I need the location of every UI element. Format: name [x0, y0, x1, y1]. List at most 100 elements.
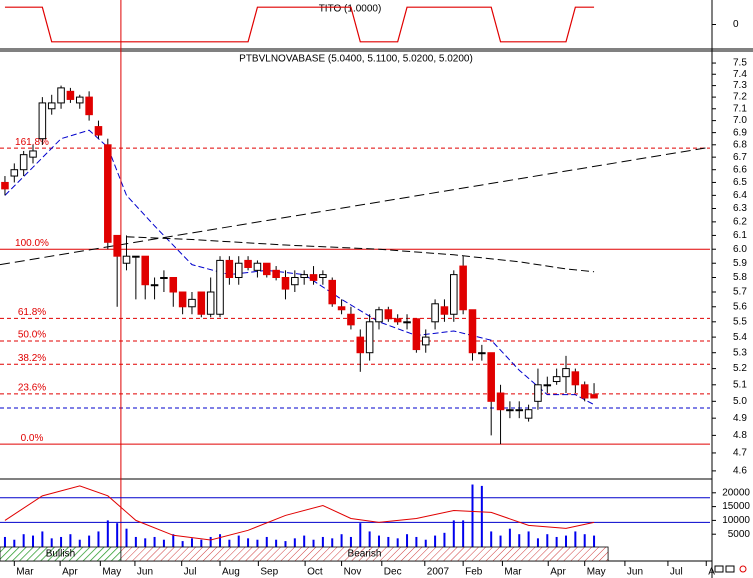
level-label: 161.8%: [15, 137, 49, 148]
candle-body: [206, 291, 215, 315]
candle-body: [10, 169, 19, 177]
volume-bar: [396, 538, 399, 548]
volume-bar: [480, 485, 483, 548]
y-tick-label: 0: [733, 19, 739, 30]
candle-body: [29, 150, 37, 158]
candle-body: [337, 306, 346, 311]
y-tick-label: 6.3: [733, 203, 747, 214]
volume-bar: [41, 531, 44, 548]
volume-bar: [106, 520, 109, 548]
volume-bar: [88, 535, 91, 548]
candle-body: [421, 336, 430, 346]
candle-body: [300, 274, 308, 278]
y-tick-label: 6.1: [733, 230, 747, 241]
candle-body: [263, 262, 271, 276]
icon: [739, 565, 747, 573]
volume-bar: [209, 536, 212, 548]
y-tick-label: 5.0: [733, 396, 747, 407]
candle-body: [150, 284, 159, 287]
volume-bar: [97, 531, 100, 548]
candle-body: [356, 336, 365, 354]
candle-body: [132, 255, 140, 258]
volume-bar: [69, 534, 72, 548]
candle-body: [384, 309, 393, 320]
y-tick-label: 5.6: [733, 301, 747, 312]
volume-bar: [387, 536, 390, 548]
candle-body: [197, 291, 206, 315]
chart-title: PTBVLNOVABASE (5.0400, 5.1100, 5.0200, 5…: [239, 54, 473, 65]
level-label: 38.2%: [18, 353, 46, 364]
volume-bar: [499, 535, 502, 548]
volume-bar: [490, 531, 493, 548]
y-tick-label: 7.0: [733, 115, 747, 126]
volume-bar: [172, 534, 175, 548]
candle-body: [160, 276, 168, 279]
candle-body: [506, 409, 514, 412]
candle-body: [543, 384, 552, 387]
candle-body: [38, 102, 47, 140]
volume-bar: [377, 535, 380, 548]
y-tick-label: 5.2: [733, 363, 747, 374]
volume-bar: [275, 539, 278, 548]
candle-body: [459, 265, 467, 311]
volume-bar: [415, 536, 418, 548]
volume-bar: [527, 531, 530, 548]
y-tick-label: 7.1: [733, 103, 747, 114]
candle-body: [309, 274, 318, 281]
candle-body: [552, 376, 561, 383]
y-tick-label: 7.5: [733, 58, 747, 69]
candle-body: [178, 291, 187, 308]
candle-body: [496, 392, 505, 411]
candle-body: [169, 276, 178, 293]
candle-body: [188, 298, 196, 308]
candle-body: [580, 384, 589, 399]
volume-bar: [508, 528, 511, 548]
candle-body: [216, 259, 224, 315]
y-tick-label: 6.2: [733, 216, 747, 227]
x-tick-label: Mar: [16, 567, 34, 578]
candle-body: [272, 269, 280, 278]
volume-bar: [471, 484, 474, 548]
x-tick-label: Jul: [670, 567, 683, 578]
x-tick-label: A: [708, 567, 715, 578]
icon: [714, 565, 724, 573]
volume-bar: [546, 534, 549, 548]
y-tick-label: 7.4: [733, 69, 747, 80]
volume-bar: [134, 536, 137, 548]
candle-body: [141, 255, 149, 286]
candle-body: [234, 262, 243, 278]
candle-body: [562, 368, 570, 378]
x-tick-label: Nov: [344, 567, 362, 578]
candle-body: [375, 309, 383, 323]
candle-body: [122, 255, 131, 264]
volume-bar: [452, 520, 455, 548]
candle-body: [412, 318, 421, 351]
volume-bar: [462, 520, 465, 548]
level-label: 50.0%: [18, 330, 46, 341]
candle-body: [75, 96, 84, 104]
candle-body: [328, 279, 337, 305]
volume-bar: [293, 538, 296, 548]
y-tick-label: 5.3: [733, 347, 747, 358]
volume-bar: [518, 534, 521, 548]
moving-average: [126, 236, 595, 273]
volume-bar: [564, 535, 567, 548]
x-tick-label: 2007: [427, 567, 450, 578]
candle-body: [403, 321, 411, 324]
y-tick-label: 5.4: [733, 332, 747, 343]
candle-body: [515, 409, 524, 412]
icon: [725, 565, 735, 573]
y-tick-label: 5.8: [733, 272, 747, 283]
x-tick-label: Jun: [627, 567, 643, 578]
candle-body: [85, 96, 93, 116]
x-tick-label: Apr: [550, 567, 566, 578]
candle-body: [291, 276, 299, 286]
volume-bar: [349, 536, 352, 548]
volume-bar: [312, 539, 315, 548]
candle-body: [365, 321, 374, 354]
regime-band: [120, 546, 609, 562]
level-label: 100.0%: [15, 238, 49, 249]
y-tick-label: 4.9: [733, 413, 747, 424]
